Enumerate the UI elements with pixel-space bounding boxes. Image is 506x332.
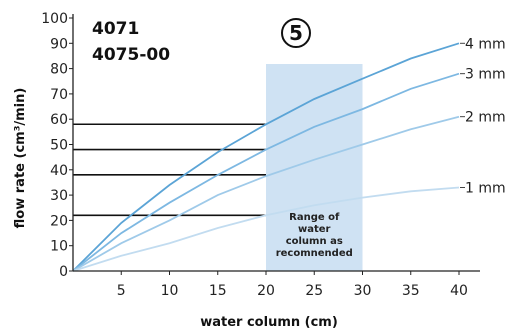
reference-lines (73, 123, 266, 217)
y-tick-label: 80 (50, 62, 68, 78)
model-number-1: 4071 (92, 19, 139, 39)
x-tick-label: 10 (161, 283, 179, 299)
y-tick-label: 40 (50, 163, 68, 179)
x-axis-title: water column (cm) (200, 315, 338, 330)
y-tick-label: 0 (59, 264, 68, 280)
model-number-2: 4075-00 (92, 45, 170, 65)
band-label-line: water (298, 224, 331, 235)
y-axis-ticks: 0 10 20 30 40 50 60 70 80 90 100 (41, 11, 73, 280)
x-axis-ticks: 5 10 15 20 25 30 35 40 (117, 271, 468, 299)
y-tick-label: 90 (50, 36, 68, 52)
series-labels: 4 mm 3 mm 2 mm 1 mm (460, 36, 506, 197)
y-axis-title: flow rate (cm³/min) (13, 88, 28, 229)
x-tick-label: 15 (209, 283, 227, 299)
y-tick-label: 10 (50, 239, 68, 255)
series-line (72, 115, 460, 272)
series-label: 2 mm (465, 110, 506, 126)
x-tick-label: 25 (305, 283, 323, 299)
band-label-line: Range of (289, 212, 340, 223)
y-tick-label: 20 (50, 213, 68, 229)
badge-circle (281, 18, 311, 48)
figure-number-badge: 5 (281, 18, 311, 48)
y-tick-label: 100 (41, 11, 68, 27)
x-tick-label: 35 (402, 283, 420, 299)
series-label: 1 mm (465, 181, 506, 197)
series-line (72, 42, 460, 272)
y-tick-label: 60 (50, 112, 68, 128)
series-line (72, 186, 460, 272)
x-tick-label: 20 (257, 283, 275, 299)
badge-number: 5 (289, 21, 303, 45)
series-label: 4 mm (465, 36, 506, 52)
x-tick-label: 40 (450, 283, 468, 299)
series-line (72, 72, 460, 272)
x-tick-label: 5 (117, 283, 126, 299)
band-label-line: column as (286, 236, 343, 247)
series-lines (72, 42, 460, 272)
band-label-line: recomnended (276, 248, 353, 259)
y-tick-label: 50 (50, 138, 68, 154)
series-label: 3 mm (465, 67, 506, 83)
x-tick-label: 30 (354, 283, 372, 299)
y-tick-label: 70 (50, 87, 68, 103)
y-tick-label: 30 (50, 188, 68, 204)
